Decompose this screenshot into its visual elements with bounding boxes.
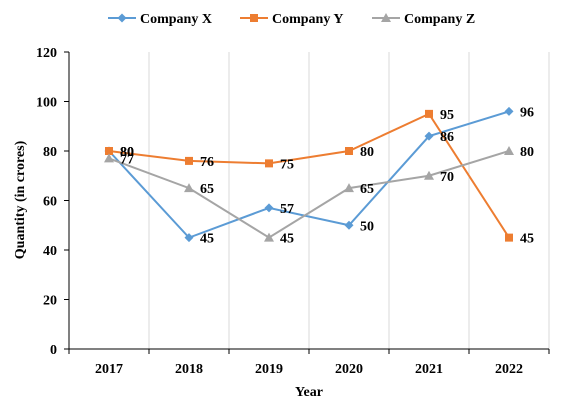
data-point-company-z xyxy=(184,183,194,193)
grid-layer xyxy=(148,52,550,349)
data-label-company-x: 50 xyxy=(360,219,374,234)
data-point-company-x xyxy=(184,233,194,243)
legend-marker-company-z xyxy=(381,13,391,22)
data-label-company-y: 75 xyxy=(280,157,294,172)
series-line-company-y xyxy=(108,112,510,239)
data-label-company-z: 65 xyxy=(200,182,214,197)
data-label-company-x: 80 xyxy=(120,145,134,160)
data-label-company-x: 57 xyxy=(280,202,294,217)
x-tick-label: 2021 xyxy=(415,362,443,377)
data-point-company-z xyxy=(504,146,514,155)
data-label-company-z: 80 xyxy=(520,145,534,160)
data-point-company-y xyxy=(265,159,273,168)
y-tick-label: 60 xyxy=(43,195,57,210)
data-point-company-y xyxy=(105,147,113,155)
legend-marker-company-y xyxy=(250,14,258,22)
y-axis-title: Quantity (in crores) xyxy=(13,140,28,259)
data-label-company-x: 86 xyxy=(440,130,454,145)
data-label-company-y: 80 xyxy=(120,145,134,160)
x-tick-label: 2019 xyxy=(255,362,283,377)
x-tick-label: 2022 xyxy=(495,362,523,377)
data-label-company-y: 45 xyxy=(520,232,534,247)
data-label-company-z: 70 xyxy=(440,170,454,185)
data-label-company-x: 96 xyxy=(520,105,534,120)
data-point-company-y xyxy=(425,109,433,118)
data-point-company-z xyxy=(424,170,434,180)
legend-label-company-x: Company X xyxy=(140,12,212,27)
x-tick-label: 2020 xyxy=(335,362,363,377)
data-point-company-x xyxy=(344,220,354,230)
legend: Company X Company Y Company Z xyxy=(108,12,475,27)
data-point-company-z xyxy=(344,183,354,193)
y-tick-label: 120 xyxy=(36,46,57,61)
y-tick-label: 40 xyxy=(43,244,57,259)
data-point-company-x xyxy=(424,131,434,141)
data-point-company-y xyxy=(505,233,513,242)
data-label-company-y: 95 xyxy=(440,108,454,123)
legend-marker-company-x xyxy=(117,13,127,23)
x-axis-title: Year xyxy=(295,385,323,400)
series-layer xyxy=(104,106,514,243)
x-tick-label: 2017 xyxy=(95,362,123,377)
data-point-company-y xyxy=(345,147,353,155)
y-tick-label: 0 xyxy=(50,343,57,358)
data-label-company-x: 45 xyxy=(200,232,214,247)
legend-label-company-y: Company Y xyxy=(272,12,343,27)
data-label-company-z: 77 xyxy=(120,152,134,167)
y-tick-label: 20 xyxy=(43,294,57,309)
data-label-company-y: 76 xyxy=(200,155,214,170)
data-point-company-z xyxy=(264,232,274,242)
series-line-company-z xyxy=(108,150,510,239)
data-label-company-z: 45 xyxy=(280,232,294,247)
x-tick-label: 2018 xyxy=(175,362,203,377)
data-label-company-y: 80 xyxy=(360,145,374,160)
series-line-company-x xyxy=(108,110,510,239)
data-point-company-y xyxy=(185,156,193,165)
y-tick-label: 100 xyxy=(36,96,57,111)
data-label-company-z: 65 xyxy=(360,182,374,197)
legend-label-company-z: Company Z xyxy=(404,12,475,27)
y-tick-label: 80 xyxy=(43,145,57,160)
axis-layer: 0 20 40 60 80 100 120 2017 2018 2019 2020 2021 2022 xyxy=(36,46,550,377)
data-point-company-x xyxy=(504,106,514,116)
data-point-company-x xyxy=(264,203,274,213)
data-point-company-z xyxy=(104,153,114,163)
